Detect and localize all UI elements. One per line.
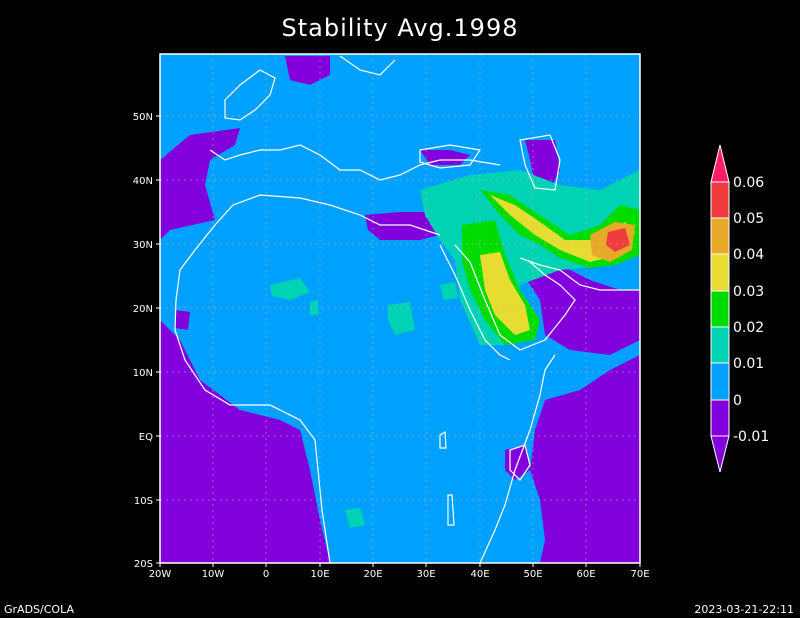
x-label: 50E — [523, 569, 542, 580]
x-label: 0 — [263, 569, 269, 580]
colorbar-top-arrow — [710, 144, 730, 183]
x-label: 70E — [630, 569, 649, 580]
colorbar-swatch — [710, 362, 730, 401]
y-axis-labels: 20S 10S EQ 10N 20N 30N 40N 50N — [133, 112, 153, 570]
x-label: 20E — [363, 569, 382, 580]
colorbar: 0.06 0.05 0.04 0.03 0.02 0.01 0 -0.01 — [710, 144, 769, 473]
colorbar-label: 0.04 — [733, 247, 764, 263]
x-label: 60E — [576, 569, 595, 580]
x-label: 10W — [202, 569, 225, 580]
colorbar-swatch — [710, 326, 730, 364]
x-label: 20W — [149, 569, 172, 580]
y-label: 30N — [133, 240, 153, 251]
contour-001 — [270, 170, 640, 528]
y-label: 10S — [134, 496, 153, 507]
y-label: 10N — [133, 368, 153, 379]
x-label: 30E — [416, 569, 435, 580]
colorbar-swatch — [710, 290, 730, 328]
contour-005 — [606, 228, 630, 252]
axis-ticks — [156, 115, 641, 567]
footer-credit: GrADS/COLA — [4, 603, 74, 616]
colorbar-swatch — [710, 217, 730, 255]
x-axis-labels: 20W 10W 0 10E 20E 30E 40E 50E 60E 70E — [149, 569, 650, 580]
colorbar-swatch — [710, 181, 730, 219]
graticule — [160, 54, 640, 563]
y-label: 20N — [133, 304, 153, 315]
colorbar-swatch — [710, 399, 730, 437]
footer-timestamp: 2023-03-21-22:11 — [694, 603, 794, 616]
map-title: Stability Avg.1998 — [281, 14, 519, 42]
y-label: 20S — [134, 559, 153, 570]
colorbar-label: 0 — [733, 393, 742, 409]
y-label: 50N — [133, 112, 153, 123]
map-panel — [159, 53, 641, 564]
colorbar-label: -0.01 — [733, 429, 769, 445]
colorbar-label: 0.02 — [733, 320, 764, 336]
colorbar-label: 0.05 — [733, 211, 764, 227]
negative-stability-regions — [160, 56, 640, 563]
colorbar-label: 0.06 — [733, 175, 764, 191]
y-label: 40N — [133, 176, 153, 187]
x-label: 10E — [310, 569, 329, 580]
y-label: EQ — [139, 432, 153, 443]
colorbar-label: 0.03 — [733, 284, 764, 300]
x-label: 40E — [470, 569, 489, 580]
colorbar-swatch — [710, 253, 730, 292]
coastlines — [174, 55, 640, 564]
colorbar-label: 0.01 — [733, 356, 764, 372]
colorbar-bottom-arrow — [710, 435, 730, 473]
